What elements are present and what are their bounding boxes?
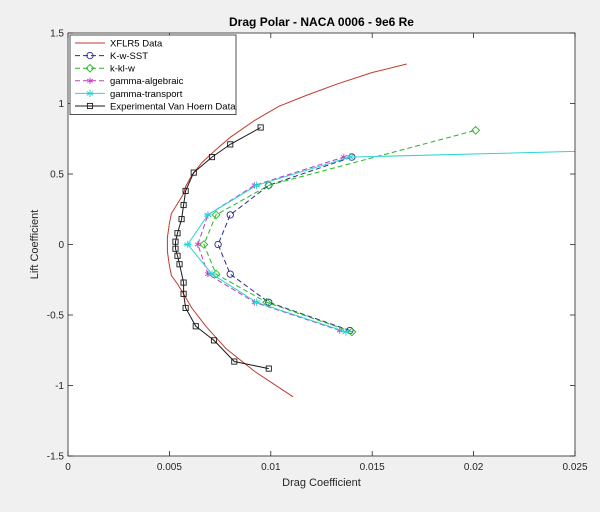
data-point-experimental-van-hoern-data xyxy=(172,245,179,252)
data-point-gamma-transport xyxy=(346,153,354,161)
legend-label-gamma-algebraic: gamma-algebraic xyxy=(110,76,184,87)
data-point-experimental-van-hoern-data xyxy=(176,261,183,268)
data-point-k-w-sst xyxy=(214,240,222,249)
x-tick-label: 0.015 xyxy=(360,462,385,473)
data-point-gamma-transport xyxy=(204,211,212,219)
y-tick-label: -0.5 xyxy=(47,311,65,322)
data-point-experimental-van-hoern-data xyxy=(178,216,185,223)
data-point-gamma-transport xyxy=(252,298,261,307)
data-point-experimental-van-hoern-data xyxy=(180,290,187,297)
data-point-experimental-van-hoern-data xyxy=(257,124,264,131)
x-tick-label: 0.025 xyxy=(562,462,587,473)
y-tick-label: 1.5 xyxy=(50,29,64,40)
data-point-gamma-transport xyxy=(342,328,350,336)
legend-marker-k-kl-w xyxy=(85,63,95,73)
data-point-gamma-transport xyxy=(183,240,192,249)
data-point-experimental-van-hoern-data xyxy=(180,201,187,209)
data-point-experimental-van-hoern-data xyxy=(265,365,272,372)
chart-title: Drag Polar - NACA 0006 - 9e6 Re xyxy=(229,15,414,29)
data-point-experimental-van-hoern-data xyxy=(174,252,181,259)
y-axis-label: Lift Coefficient xyxy=(29,210,41,280)
series-line-xflr5-data xyxy=(166,63,407,398)
data-point-gamma-transport xyxy=(252,181,261,190)
y-tick-label: -1.5 xyxy=(47,452,65,463)
legend-label-k-w-sst: K-w-SST xyxy=(110,51,148,62)
data-point-gamma-algebraic xyxy=(194,241,201,248)
legend-marker-gamma-algebraic xyxy=(87,77,93,84)
series-experimental-van-hoern-data xyxy=(172,124,272,372)
data-point-k-kl-w xyxy=(264,180,274,190)
data-point-experimental-van-hoern-data xyxy=(182,304,189,312)
series-xflr5-data xyxy=(166,63,407,398)
series-layer xyxy=(166,63,576,398)
data-point-gamma-transport xyxy=(208,270,216,278)
x-tick-label: 0.005 xyxy=(157,462,182,473)
data-point-experimental-van-hoern-data xyxy=(190,169,197,176)
y-tick-label: 1 xyxy=(58,99,64,110)
x-axis-label: Drag Coefficient xyxy=(282,477,361,489)
y-tick-label: -1 xyxy=(55,381,64,392)
y-axis: -1.5 -1 -0.5 0 0.5 1 1.5 xyxy=(47,29,575,463)
y-tick-label: 0.5 xyxy=(50,170,64,181)
data-point-experimental-van-hoern-data xyxy=(172,238,179,245)
data-point-experimental-van-hoern-data xyxy=(192,323,199,330)
legend-label-xflr5-data: XFLR5 Data xyxy=(110,38,163,49)
data-point-experimental-van-hoern-data xyxy=(231,358,238,365)
x-tick-label: 0.02 xyxy=(464,462,484,473)
legend-marker-gamma-transport xyxy=(86,89,94,98)
data-point-k-kl-w xyxy=(347,327,357,337)
legend-label-experimental-van-hoern-data: Experimental Van Hoern Data xyxy=(110,101,236,112)
data-point-k-kl-w xyxy=(471,125,481,135)
series-gamma-transport xyxy=(183,150,576,336)
data-point-experimental-van-hoern-data xyxy=(174,230,181,237)
data-point-experimental-van-hoern-data xyxy=(182,187,189,194)
series-line-k-kl-w xyxy=(203,129,476,333)
data-point-k-w-sst xyxy=(226,270,234,278)
y-tick-label: 0 xyxy=(58,240,64,251)
data-point-experimental-van-hoern-data xyxy=(227,141,234,148)
data-point-experimental-van-hoern-data xyxy=(180,279,187,286)
data-point-k-w-sst xyxy=(265,298,273,306)
x-tick-label: 0 xyxy=(65,462,71,473)
legend-marker-k-w-sst xyxy=(86,51,94,60)
x-tick-label: 0.01 xyxy=(261,462,281,473)
legend-marker-experimental-van-hoern-data xyxy=(86,102,94,110)
series-line-experimental-van-hoern-data xyxy=(175,127,269,370)
series-line-gamma-transport xyxy=(187,150,576,333)
data-point-k-w-sst xyxy=(226,211,234,219)
data-point-experimental-van-hoern-data xyxy=(208,154,216,161)
legend-label-gamma-transport: gamma-transport xyxy=(110,89,183,100)
data-point-experimental-van-hoern-data xyxy=(210,337,218,344)
legend-label-k-kl-w: k-kl-w xyxy=(110,64,135,75)
legend-box xyxy=(69,34,237,115)
data-point-k-kl-w xyxy=(211,210,221,220)
data-point-k-kl-w xyxy=(199,240,209,249)
